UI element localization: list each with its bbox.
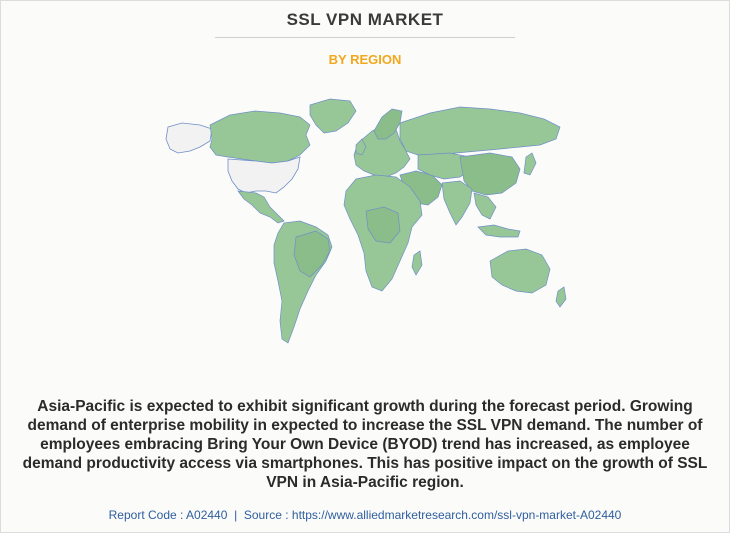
map-region-mexico <box>237 190 285 224</box>
chart-subtitle: BY REGION <box>328 52 402 67</box>
map-region-madagascar <box>411 250 423 276</box>
chart-title: SSL VPN MARKET <box>286 10 444 29</box>
map-region-uk <box>355 138 367 156</box>
map-region-china <box>459 152 521 196</box>
map-region-australia <box>489 248 551 294</box>
map-region-greenland <box>309 98 357 134</box>
world-map <box>165 98 567 344</box>
map-region-canada <box>209 110 311 164</box>
map-region-indonesia <box>477 224 521 238</box>
map-region-brazil <box>293 230 331 278</box>
title-divider <box>215 37 515 38</box>
map-region-new-zealand <box>555 286 567 308</box>
map-region-central-asia <box>417 152 473 180</box>
map-region-india <box>441 180 473 226</box>
map-region-usa <box>227 156 301 194</box>
description-text: Asia-Pacific is expected to exhibit sign… <box>22 398 708 491</box>
map-region-alaska <box>165 122 213 154</box>
map-region-central-africa <box>365 206 401 244</box>
map-region-russia <box>399 106 561 156</box>
map-region-japan <box>523 152 537 176</box>
map-region-southeast-asia <box>473 192 497 220</box>
report-code: Report Code : A02440 <box>108 508 228 522</box>
footer: Report Code : A02440 | Source : https://… <box>0 508 730 522</box>
source-link[interactable]: Source : https://www.alliedmarketresearc… <box>243 508 622 522</box>
footer-separator: | <box>234 508 238 522</box>
